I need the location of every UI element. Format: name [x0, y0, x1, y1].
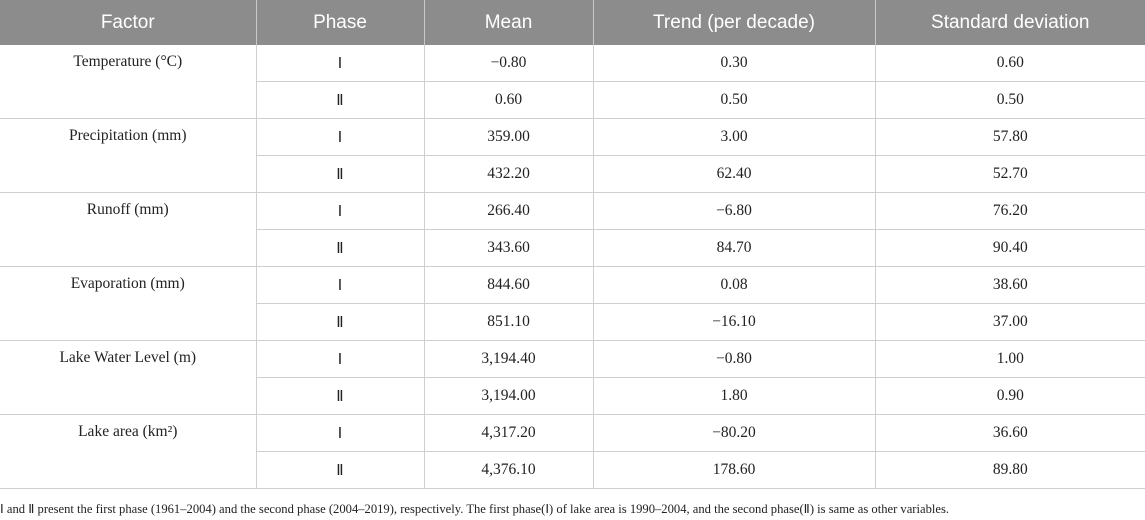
phase-cell: Ⅱ: [255, 81, 424, 119]
table-row: Ⅱ 851.10 −16.10 37.00: [0, 303, 1145, 341]
table-row: Ⅱ 0.60 0.50 0.50: [0, 81, 1145, 119]
sd-cell: 37.00: [874, 303, 1145, 341]
table-row: Runoff (mm) Ⅰ 266.40 −6.80 76.20: [0, 192, 1145, 267]
mean-cell: 359.00: [423, 118, 593, 156]
factor-cell: Runoff (mm): [0, 192, 256, 267]
table-row: Precipitation (mm) Ⅰ 359.00 3.00 57.80: [0, 118, 1145, 193]
phase-cell: Ⅰ: [255, 192, 424, 230]
sd-cell: 76.20: [874, 192, 1145, 230]
phase-cell: Ⅰ: [255, 414, 424, 452]
table-row: Ⅱ 4,376.10 178.60 89.80: [0, 451, 1145, 489]
mean-cell: 3,194.00: [423, 377, 593, 415]
trend-cell: 1.80: [592, 377, 875, 415]
table-row: Lake area (km²) Ⅰ 4,317.20 −80.20 36.60: [0, 414, 1145, 489]
sd-cell: 57.80: [874, 118, 1145, 156]
factor-cell: Precipitation (mm): [0, 118, 256, 193]
table-row: Evaporation (mm) Ⅰ 844.60 0.08 38.60: [0, 266, 1145, 341]
data-table: Factor Phase Mean Trend (per decade) Sta…: [0, 0, 1145, 489]
mean-cell: 0.60: [423, 81, 593, 119]
factor-cell: Temperature (°C): [0, 45, 256, 119]
header-trend: Trend (per decade): [592, 0, 875, 45]
phase-cell: Ⅰ: [255, 340, 424, 378]
trend-cell: −6.80: [592, 192, 875, 230]
trend-cell: 62.40: [592, 155, 875, 193]
mean-cell: 844.60: [423, 266, 593, 304]
mean-cell: 851.10: [423, 303, 593, 341]
sd-cell: 0.90: [874, 377, 1145, 415]
phase-cell: Ⅰ: [255, 266, 424, 304]
phase-cell: Ⅱ: [255, 303, 424, 341]
table-row: Ⅱ 432.20 62.40 52.70: [0, 155, 1145, 193]
mean-cell: 3,194.40: [423, 340, 593, 378]
sd-cell: 89.80: [874, 451, 1145, 489]
trend-cell: 0.30: [592, 45, 875, 82]
trend-cell: 3.00: [592, 118, 875, 156]
mean-cell: 266.40: [423, 192, 593, 230]
phase-cell: Ⅱ: [255, 229, 424, 267]
phase-cell: Ⅱ: [255, 451, 424, 489]
trend-cell: −16.10: [592, 303, 875, 341]
header-mean: Mean: [423, 0, 593, 45]
table-row: Ⅱ 3,194.00 1.80 0.90: [0, 377, 1145, 415]
sd-cell: 90.40: [874, 229, 1145, 267]
phase-cell: Ⅱ: [255, 155, 424, 193]
header-phase: Phase: [255, 0, 424, 45]
sd-cell: 52.70: [874, 155, 1145, 193]
header-standard-deviation: Standard deviation: [874, 0, 1145, 45]
table-footnote: Ⅰ and Ⅱ present the first phase (1961–20…: [0, 502, 950, 516]
mean-cell: 4,317.20: [423, 414, 593, 452]
mean-cell: 4,376.10: [423, 451, 593, 489]
phase-cell: Ⅰ: [255, 118, 424, 156]
header-factor: Factor: [0, 0, 256, 45]
trend-cell: 84.70: [592, 229, 875, 267]
header-row: Factor Phase Mean Trend (per decade) Sta…: [0, 0, 1145, 45]
sd-cell: 36.60: [874, 414, 1145, 452]
sd-cell: 1.00: [874, 340, 1145, 378]
table-row: Temperature (°C) Ⅰ −0.80 0.30 0.60: [0, 45, 1145, 119]
mean-cell: 343.60: [423, 229, 593, 267]
trend-cell: 178.60: [592, 451, 875, 489]
mean-cell: −0.80: [423, 45, 593, 82]
factor-cell: Lake area (km²): [0, 414, 256, 489]
phase-cell: Ⅰ: [255, 45, 424, 82]
trend-cell: 0.08: [592, 266, 875, 304]
mean-cell: 432.20: [423, 155, 593, 193]
sd-cell: 0.60: [874, 45, 1145, 82]
table-row: Lake Water Level (m) Ⅰ 3,194.40 −0.80 1.…: [0, 340, 1145, 415]
trend-cell: 0.50: [592, 81, 875, 119]
trend-cell: −80.20: [592, 414, 875, 452]
phase-cell: Ⅱ: [255, 377, 424, 415]
factor-cell: Evaporation (mm): [0, 266, 256, 341]
factor-cell: Lake Water Level (m): [0, 340, 256, 415]
sd-cell: 0.50: [874, 81, 1145, 119]
table-row: Ⅱ 343.60 84.70 90.40: [0, 229, 1145, 267]
trend-cell: −0.80: [592, 340, 875, 378]
sd-cell: 38.60: [874, 266, 1145, 304]
